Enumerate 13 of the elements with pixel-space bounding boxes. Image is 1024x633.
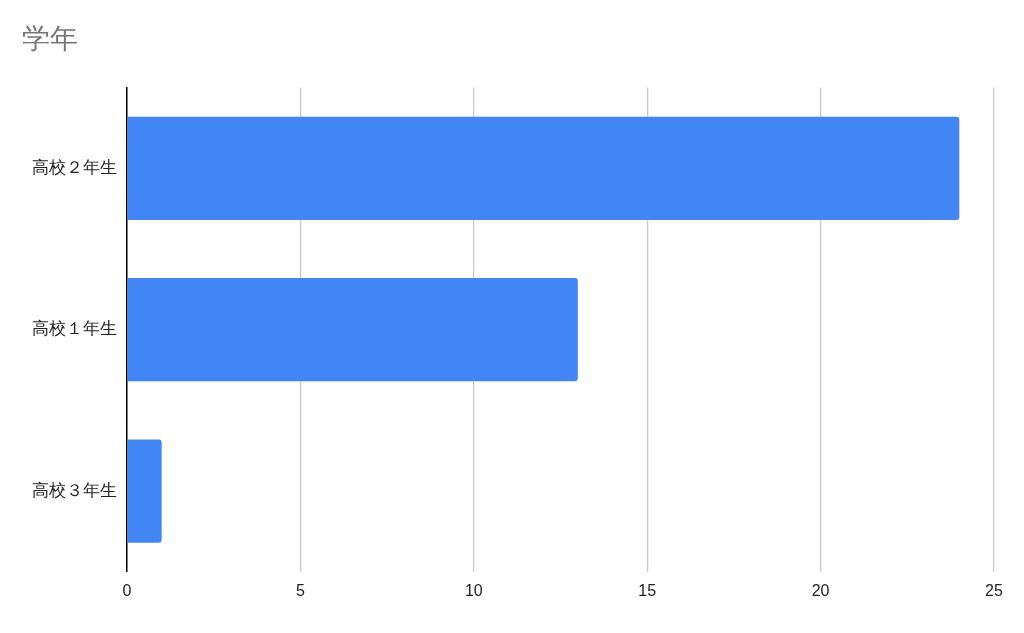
chart-title: 学年	[22, 22, 78, 56]
y-tick-label: 高校２年生	[32, 156, 117, 177]
x-tick-label: 0	[122, 581, 132, 599]
bar	[127, 439, 162, 543]
x-tick-label: 25	[985, 581, 1003, 599]
bar	[127, 278, 578, 382]
bar	[127, 116, 960, 220]
y-tick-label: 高校１年生	[32, 318, 117, 339]
x-tick-label: 15	[638, 581, 657, 599]
x-tick-label: 5	[295, 581, 305, 599]
y-tick-label: 高校３年生	[32, 479, 117, 500]
x-tick-label: 20	[811, 581, 830, 599]
x-tick-label: 10	[464, 581, 483, 599]
